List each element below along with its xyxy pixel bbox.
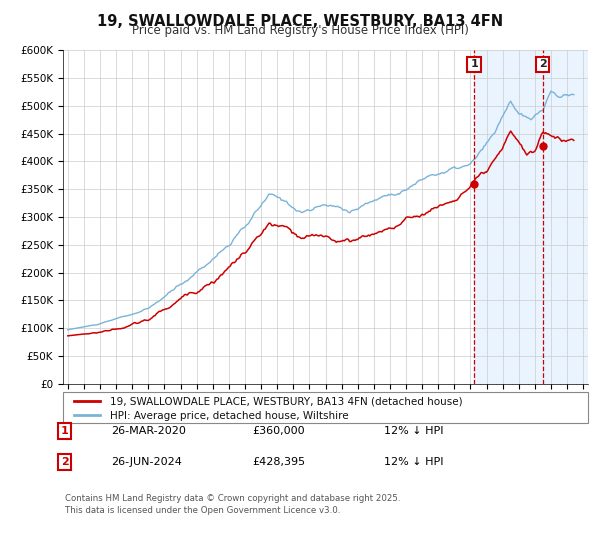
Text: Price paid vs. HM Land Registry's House Price Index (HPI): Price paid vs. HM Land Registry's House …	[131, 24, 469, 37]
Text: 12% ↓ HPI: 12% ↓ HPI	[384, 426, 443, 436]
Text: 26-MAR-2020: 26-MAR-2020	[111, 426, 186, 436]
Text: 2: 2	[539, 59, 547, 69]
Text: Contains HM Land Registry data © Crown copyright and database right 2025.
This d: Contains HM Land Registry data © Crown c…	[65, 494, 400, 515]
Text: 1: 1	[61, 426, 68, 436]
Text: 2: 2	[61, 457, 68, 467]
Text: £428,395: £428,395	[252, 457, 305, 467]
Text: HPI: Average price, detached house, Wiltshire: HPI: Average price, detached house, Wilt…	[110, 410, 349, 421]
Text: 1: 1	[470, 59, 478, 69]
Text: £360,000: £360,000	[252, 426, 305, 436]
Text: 26-JUN-2024: 26-JUN-2024	[111, 457, 182, 467]
Text: 19, SWALLOWDALE PLACE, WESTBURY, BA13 4FN: 19, SWALLOWDALE PLACE, WESTBURY, BA13 4F…	[97, 14, 503, 29]
Text: 12% ↓ HPI: 12% ↓ HPI	[384, 457, 443, 467]
Bar	[474, 50, 599, 384]
Text: 19, SWALLOWDALE PLACE, WESTBURY, BA13 4FN (detached house): 19, SWALLOWDALE PLACE, WESTBURY, BA13 4F…	[110, 397, 463, 407]
